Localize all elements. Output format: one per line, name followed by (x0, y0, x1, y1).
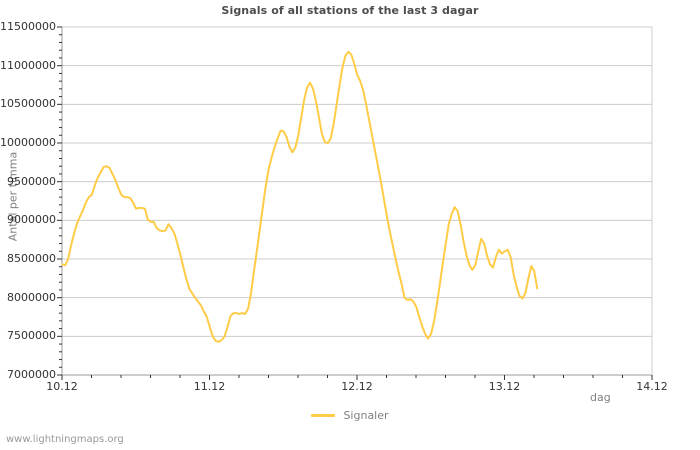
y-axis-tick-label: 11500000 (0, 20, 56, 33)
y-axis-tick-label: 8500000 (7, 252, 56, 265)
x-axis-tick-label: 11.12 (193, 380, 226, 393)
y-axis-tick-label: 7500000 (7, 329, 56, 343)
x-axis-tick-label: 14.12 (636, 380, 668, 393)
x-axis-tick-label: 12.12 (341, 380, 373, 393)
y-axis-tick-label: 8000000 (7, 290, 56, 304)
chart-legend: Signaler (0, 408, 700, 422)
legend-color-swatch (311, 413, 336, 417)
y-axis-tick-label: 7000000 (7, 368, 56, 381)
y-axis-tick-label: 10000000 (0, 136, 56, 149)
x-axis-tick-label: 10.12 (46, 380, 78, 393)
footer-watermark: www.lightningmaps.org (6, 434, 124, 445)
x-axis-tick-label: 13.12 (488, 380, 521, 393)
y-axis-tick-label: 11000000 (0, 58, 56, 72)
data-series-line (61, 50, 539, 343)
y-axis-tick-label: 9500000 (7, 174, 56, 188)
chart-title: Signals of all stations of the last 3 da… (221, 4, 479, 17)
y-axis-tick-label: 9000000 (7, 213, 56, 227)
x-axis-label: dag (590, 391, 611, 404)
legend-entry-label[interactable]: Signaler (343, 408, 389, 422)
y-axis-tick-label: 10500000 (0, 97, 56, 111)
